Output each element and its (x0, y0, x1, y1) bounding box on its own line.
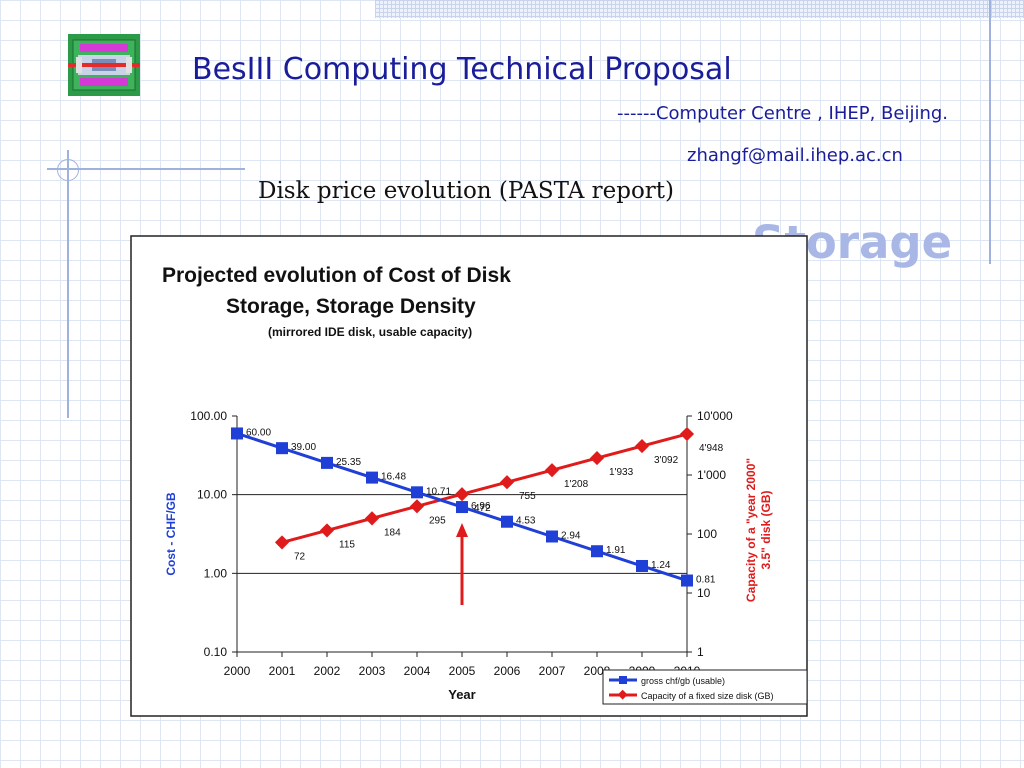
cost-point (366, 471, 378, 484)
chart-frame (130, 235, 808, 717)
decor-horizontal-line (47, 168, 245, 170)
slide-subtitle: ------Computer Centre , IHEP, Beijing. (617, 103, 949, 124)
cost-point (501, 515, 513, 528)
capacity-point (274, 535, 290, 550)
y2-axis-title-line-2: 3.5" disk (GB) (759, 490, 773, 569)
x-tick-label: 2005 (449, 664, 476, 678)
disk-cost-chart: Projected evolution of Cost of Disk Stor… (130, 235, 808, 717)
cost-point (411, 486, 423, 499)
decor-vertical-line-right (989, 0, 991, 264)
slide-title: BesIII Computing Technical Proposal (192, 52, 732, 87)
capacity-point (589, 451, 605, 466)
cost-data-label: 60.00 (246, 427, 271, 438)
cost-data-label: 16.48 (381, 472, 406, 483)
capacity-data-label: 115 (339, 539, 355, 550)
capacity-data-label: 472 (474, 503, 491, 514)
report-caption: Disk price evolution (PASTA report) (258, 178, 675, 204)
detector-logo (68, 34, 140, 96)
cost-data-label: 6.96 (471, 501, 491, 512)
cost-data-label: 4.53 (516, 516, 536, 527)
capacity-point (634, 439, 650, 454)
cost-data-label: 10.71 (426, 486, 451, 497)
y-tick-label: 100.00 (190, 409, 227, 423)
capacity-point (409, 499, 425, 514)
capacity-point (364, 511, 380, 526)
capacity-data-label: 184 (384, 527, 401, 538)
header-pattern-band (375, 0, 1024, 18)
cost-point (456, 501, 468, 514)
y2-axis-title-line-1: Capacity of a "year 2000" (744, 458, 758, 602)
capacity-point (499, 475, 515, 490)
y2-tick-label: 1 (697, 645, 704, 659)
legend-label: gross chf/gb (usable) (641, 676, 725, 686)
x-tick-label: 2003 (359, 664, 386, 678)
capacity-line (281, 432, 688, 544)
capacity-data-label: 72 (294, 551, 306, 562)
x-tick-label: 2004 (404, 664, 431, 678)
y-tick-label: 0.10 (204, 645, 228, 659)
x-tick-label: 2000 (224, 664, 251, 678)
cost-data-label: 2.94 (561, 530, 581, 541)
x-tick-label: 2002 (314, 664, 341, 678)
author-email: zhangf@mail.ihep.ac.cn (687, 145, 903, 166)
chart-title-line-1: Projected evolution of Cost of Disk (162, 264, 511, 287)
y-tick-label: 10.00 (197, 488, 227, 502)
capacity-data-label: 1'208 (564, 479, 589, 490)
legend-box (602, 669, 808, 705)
cost-data-label: 39.00 (291, 442, 316, 453)
plot-area: 100.00 10.00 1.00 0.10 10'000 1'000 100 10 1 2000… (164, 409, 808, 705)
capacity-point (319, 523, 335, 538)
cost-point (636, 559, 648, 572)
capacity-data-label: 4'948 (699, 443, 724, 454)
legend-swatch-marker (619, 676, 627, 684)
cost-data-label: 1.91 (606, 545, 626, 556)
capacity-data-label: 295 (429, 515, 446, 526)
cost-data-label: 25.35 (336, 457, 361, 468)
decor-vertical-line-left (67, 150, 69, 418)
capacity-data-label: 1'933 (609, 467, 634, 478)
capacity-point (454, 487, 470, 502)
cost-data-label: 1.24 (651, 560, 671, 571)
y2-tick-label: 1'000 (697, 468, 726, 482)
y2-tick-label: 100 (697, 527, 717, 541)
cost-point (681, 574, 693, 587)
x-tick-label: 2001 (269, 664, 296, 678)
cost-point (231, 427, 243, 440)
x-tick-label: 2006 (494, 664, 521, 678)
cost-point (321, 456, 333, 469)
annotation-arrow-head (456, 523, 468, 537)
y-tick-label: 1.00 (204, 566, 228, 580)
y2-tick-label: 10'000 (697, 409, 733, 423)
legend-label: Capacity of a fixed size disk (GB) (641, 691, 774, 701)
x-axis-title: Year (448, 687, 475, 702)
chart-subtitle: (mirrored IDE disk, usable capacity) (268, 325, 472, 339)
cost-point (276, 442, 288, 455)
x-tick-label: 2007 (539, 664, 566, 678)
capacity-data-label: 3'092 (654, 455, 679, 466)
cost-point (546, 530, 558, 543)
cost-data-label: 0.81 (696, 575, 716, 586)
cost-point (591, 545, 603, 558)
capacity-point (679, 426, 695, 442)
capacity-data-label: 755 (519, 491, 536, 502)
chart-title-line-2: Storage, Storage Density (226, 295, 476, 318)
capacity-point (544, 463, 560, 478)
decor-circle (57, 159, 79, 181)
y-axis-title: Cost - CHF/GB (164, 492, 178, 576)
y2-tick-label: 10 (697, 586, 711, 600)
